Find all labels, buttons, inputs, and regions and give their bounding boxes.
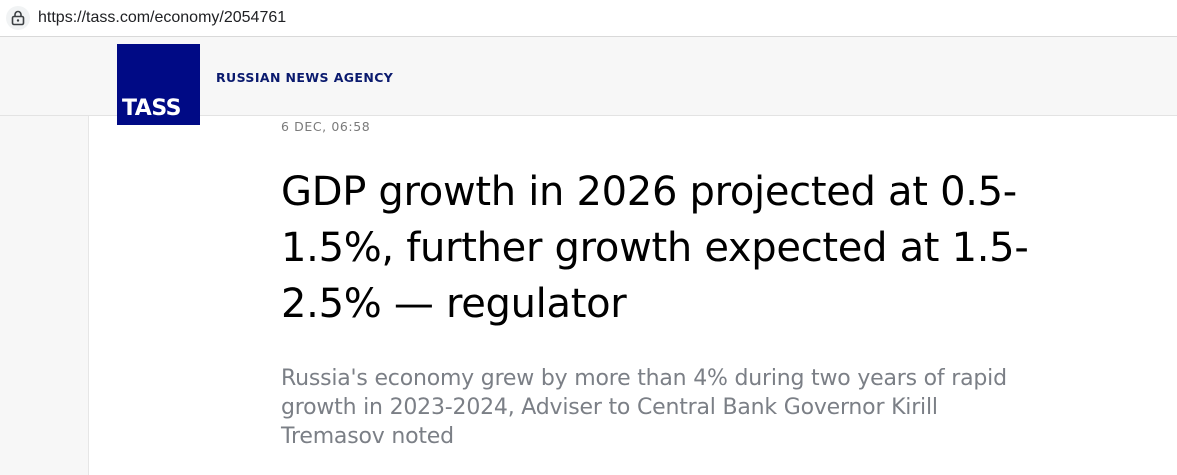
url-text[interactable]: https://tass.com/economy/2054761 xyxy=(38,9,287,26)
tass-logo[interactable]: TASS xyxy=(117,44,200,125)
logo-text: TASS xyxy=(122,96,182,121)
article-dateline: 6 DEC, 06:58 xyxy=(281,119,371,134)
lock-icon[interactable] xyxy=(6,6,30,30)
article-title: GDP growth in 2026 projected at 0.5-1.5%… xyxy=(281,169,1029,327)
agency-name[interactable]: RUSSIAN NEWS AGENCY xyxy=(216,70,394,85)
address-bar[interactable]: https://tass.com/economy/2054761 xyxy=(0,0,1177,37)
article-lead: Russia's economy grew by more than 4% du… xyxy=(281,366,1007,449)
left-rail xyxy=(0,116,89,475)
